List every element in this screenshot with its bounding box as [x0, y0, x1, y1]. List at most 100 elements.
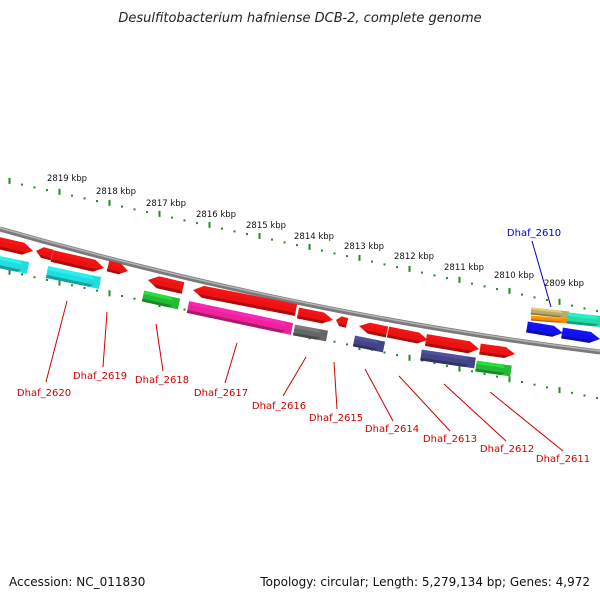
leader-line	[45, 300, 68, 383]
scale-tick	[33, 186, 36, 189]
scale-tick	[58, 188, 61, 195]
scale-tick	[508, 376, 511, 383]
gene-arrow[interactable]	[336, 316, 349, 328]
leader-line	[443, 383, 507, 442]
gene-label[interactable]: Dhaf_2617	[194, 388, 248, 399]
gene-arrow[interactable]	[530, 315, 570, 324]
scale-tick	[46, 189, 48, 192]
scale-tick	[96, 289, 98, 292]
gene-arrow[interactable]	[148, 276, 185, 294]
gene-arrow[interactable]	[561, 327, 600, 343]
scale-tick	[271, 238, 273, 241]
scale-label: 2818 kbp	[96, 187, 136, 197]
gene-arrow[interactable]	[566, 312, 600, 328]
scale-tick	[171, 216, 173, 219]
gene-arrow[interactable]	[36, 247, 54, 261]
gene-label[interactable]: Dhaf_2620	[17, 388, 71, 399]
gene-label[interactable]: Dhaf_2611	[536, 454, 590, 465]
scale-tick	[446, 277, 448, 280]
gene-arrow[interactable]	[352, 335, 386, 353]
leader-line	[102, 311, 108, 368]
scale-label: 2814 kbp	[294, 232, 334, 242]
label-leader-lines	[45, 240, 564, 452]
scale-tick	[446, 364, 448, 367]
scale-tick	[333, 340, 336, 343]
gene-label[interactable]: Dhaf_2616	[252, 401, 306, 412]
scale-tick	[58, 279, 61, 286]
scale-tick	[496, 288, 498, 291]
scale-tick	[408, 354, 411, 361]
genome-title: Desulfitobacterium hafniense DCB-2, comp…	[118, 11, 481, 26]
gene-label[interactable]: Dhaf_2612	[480, 444, 534, 455]
gene-arrow[interactable]	[479, 343, 515, 358]
scale-tick	[258, 232, 261, 239]
scale-tick	[283, 241, 286, 244]
gene-arrow[interactable]	[420, 349, 476, 369]
genome-summary: Topology: circular; Length: 5,279,134 bp…	[259, 575, 590, 589]
scale-tick	[308, 243, 311, 250]
leader-line	[531, 240, 552, 308]
leader-line	[333, 361, 338, 410]
scale-label: 2811 kbp	[444, 263, 484, 273]
scale-tick	[483, 285, 486, 288]
gene-arrow[interactable]	[475, 360, 512, 377]
scale-tick	[196, 222, 198, 225]
gene-arrow[interactable]	[45, 266, 102, 289]
gene-arrow[interactable]	[193, 286, 298, 316]
gene-arrow[interactable]	[386, 326, 428, 344]
scale-tick	[471, 370, 473, 373]
scale-tick	[158, 210, 161, 217]
scale-tick	[383, 263, 386, 266]
scale-labels: 2819 kbp 2818 kbp 2817 kbp 2816 kbp 2815 kbp…	[47, 174, 584, 289]
gene-arrow[interactable]	[50, 250, 104, 272]
scale-tick	[208, 221, 211, 228]
gene-arrow[interactable]	[0, 255, 30, 274]
gene-label[interactable]: Dhaf_2614	[365, 424, 419, 435]
scale-label: 2817 kbp	[146, 199, 186, 209]
gene-arrow[interactable]	[106, 260, 128, 275]
scale-tick	[483, 373, 486, 375]
scale-tick	[571, 391, 573, 394]
gene-features	[0, 236, 600, 377]
scale-tick	[496, 375, 498, 378]
leader-line	[224, 342, 238, 384]
gene-label[interactable]: Dhaf_2619	[73, 371, 127, 382]
scale-tick	[8, 268, 11, 275]
gene-label[interactable]: Dhaf_2610	[507, 228, 561, 239]
gene-arrow[interactable]	[293, 324, 328, 342]
scale-tick	[321, 249, 323, 252]
scale-tick	[233, 230, 236, 233]
scale-label: 2809 kbp	[544, 279, 584, 289]
scale-tick	[533, 383, 536, 386]
scale-tick	[521, 293, 523, 296]
leader-line	[398, 375, 451, 432]
gene-arrow[interactable]	[0, 236, 33, 255]
scale-tick	[333, 252, 336, 255]
leader-line	[364, 368, 394, 422]
gene-label[interactable]: Dhaf_2618	[135, 375, 189, 386]
scale-label: 2810 kbp	[494, 271, 534, 281]
scale-tick	[371, 260, 373, 263]
gene-arrow[interactable]	[530, 307, 570, 319]
gene-arrow[interactable]	[359, 322, 389, 338]
gene-arrow[interactable]	[425, 334, 479, 354]
scale-tick	[221, 227, 223, 230]
scale-tick	[396, 354, 398, 357]
gene-label[interactable]: Dhaf_2615	[309, 413, 363, 424]
gene-label[interactable]: Dhaf_2613	[423, 434, 477, 445]
scale-label: 2816 kbp	[196, 210, 236, 220]
gene-arrow[interactable]	[141, 290, 181, 310]
scale-tick	[146, 211, 148, 214]
gene-arrow[interactable]	[186, 301, 294, 335]
scale-tick	[183, 308, 186, 311]
scale-label: 2813 kbp	[344, 242, 384, 252]
gene-arrow[interactable]	[296, 307, 333, 324]
scale-tick	[583, 307, 586, 310]
scale-tick	[121, 205, 123, 208]
gene-arrow[interactable]	[526, 321, 563, 337]
scale-tick	[383, 351, 386, 354]
scale-label: 2815 kbp	[246, 221, 286, 231]
scale-tick	[358, 254, 361, 261]
